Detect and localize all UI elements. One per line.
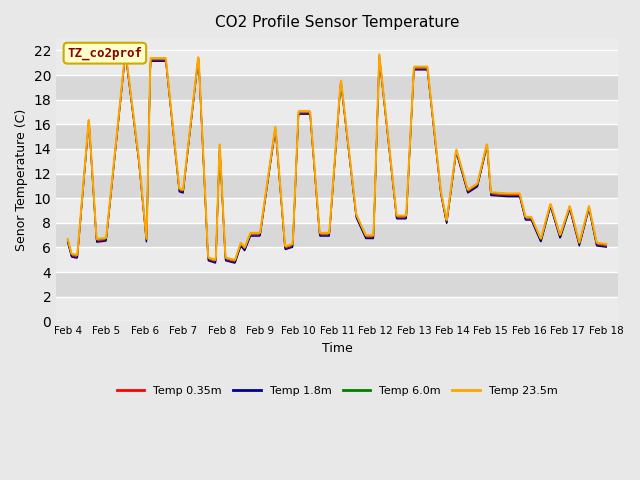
Temp 0.35m: [283, 245, 291, 251]
Bar: [56, 50, 618, 75]
Bar: [56, 75, 618, 100]
Bar: [56, 272, 618, 297]
Temp 0.35m: [485, 165, 493, 170]
X-axis label: Time: Time: [322, 342, 353, 355]
Temp 6.0m: [485, 163, 493, 169]
Temp 6.0m: [231, 258, 239, 264]
Temp 6.0m: [602, 242, 610, 248]
Temp 23.5m: [435, 168, 442, 173]
Temp 1.8m: [119, 77, 127, 83]
Bar: [56, 297, 618, 321]
Temp 6.0m: [495, 191, 502, 196]
Bar: [56, 149, 618, 174]
Line: Temp 1.8m: Temp 1.8m: [68, 54, 606, 263]
Temp 0.35m: [122, 50, 129, 56]
Temp 1.8m: [602, 244, 610, 250]
Temp 0.35m: [64, 239, 72, 244]
Temp 0.35m: [435, 169, 442, 175]
Temp 6.0m: [119, 75, 127, 81]
Temp 23.5m: [119, 74, 127, 80]
Bar: [56, 124, 618, 149]
Temp 6.0m: [122, 48, 129, 54]
Temp 1.8m: [485, 166, 493, 171]
Temp 23.5m: [122, 48, 129, 54]
Temp 0.35m: [119, 76, 127, 82]
Bar: [56, 174, 618, 198]
Temp 6.0m: [302, 109, 310, 115]
Temp 23.5m: [283, 243, 291, 249]
Temp 23.5m: [485, 162, 493, 168]
Y-axis label: Senor Temperature (C): Senor Temperature (C): [15, 108, 28, 251]
Temp 1.8m: [302, 111, 310, 117]
Legend: Temp 0.35m, Temp 1.8m, Temp 6.0m, Temp 23.5m: Temp 0.35m, Temp 1.8m, Temp 6.0m, Temp 2…: [112, 382, 562, 401]
Bar: [56, 223, 618, 247]
Temp 6.0m: [435, 168, 442, 174]
Temp 0.35m: [602, 243, 610, 249]
Temp 23.5m: [64, 236, 72, 242]
Temp 1.8m: [122, 51, 129, 57]
Temp 6.0m: [283, 244, 291, 250]
Temp 23.5m: [302, 108, 310, 114]
Temp 6.0m: [64, 237, 72, 243]
Line: Temp 23.5m: Temp 23.5m: [68, 51, 606, 260]
Temp 1.8m: [283, 246, 291, 252]
Bar: [56, 198, 618, 223]
Temp 1.8m: [64, 240, 72, 245]
Text: TZ_co2prof: TZ_co2prof: [67, 47, 142, 60]
Temp 1.8m: [231, 260, 239, 266]
Temp 23.5m: [231, 257, 239, 263]
Temp 23.5m: [602, 241, 610, 247]
Temp 0.35m: [231, 259, 239, 265]
Temp 0.35m: [302, 110, 310, 116]
Bar: [56, 247, 618, 272]
Temp 1.8m: [435, 170, 442, 176]
Bar: [56, 100, 618, 124]
Title: CO2 Profile Sensor Temperature: CO2 Profile Sensor Temperature: [215, 15, 460, 30]
Line: Temp 6.0m: Temp 6.0m: [68, 51, 606, 261]
Temp 23.5m: [495, 190, 502, 196]
Line: Temp 0.35m: Temp 0.35m: [68, 53, 606, 262]
Temp 1.8m: [495, 193, 502, 199]
Temp 0.35m: [495, 192, 502, 198]
